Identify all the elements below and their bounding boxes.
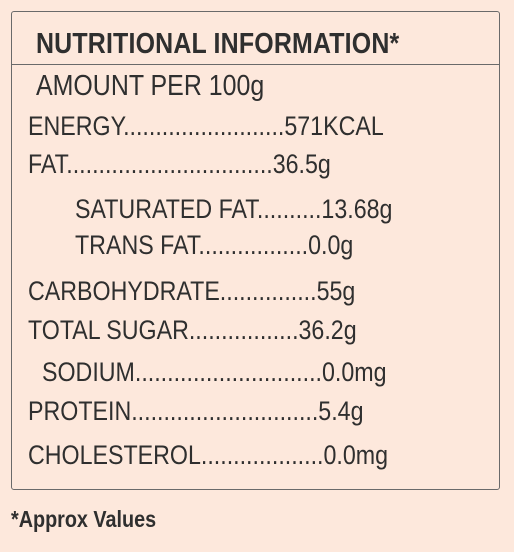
nutrient-row-carbohydrate: CARBOHYDRATE...............55g [28,276,356,306]
title-divider [12,64,499,65]
nutrition-panel: NUTRITIONAL INFORMATION* AMOUNT PER 100g… [11,11,500,490]
footnote: *Approx Values [11,506,157,532]
serving-size: AMOUNT PER 100g [36,70,265,102]
nutrient-row-trans-fat: TRANS FAT.................0.0g [75,230,354,260]
nutrient-row-saturated-fat: SATURATED FAT..........13.68g [75,194,393,224]
nutrient-row-sodium: SODIUM.............................0.0mg [42,357,387,387]
nutrient-row-fat: FAT................................36.5g [28,149,331,179]
nutrient-row-energy: ENERGY.........................571KCAL [28,111,384,141]
nutrient-row-cholesterol: CHOLESTEROL...................0.0mg [28,440,389,470]
nutrient-row-protein: PROTEIN.............................5.4g [28,396,364,426]
nutrient-row-total-sugar: TOTAL SUGAR.................36.2g [28,315,357,345]
panel-title: NUTRITIONAL INFORMATION* [36,28,400,60]
